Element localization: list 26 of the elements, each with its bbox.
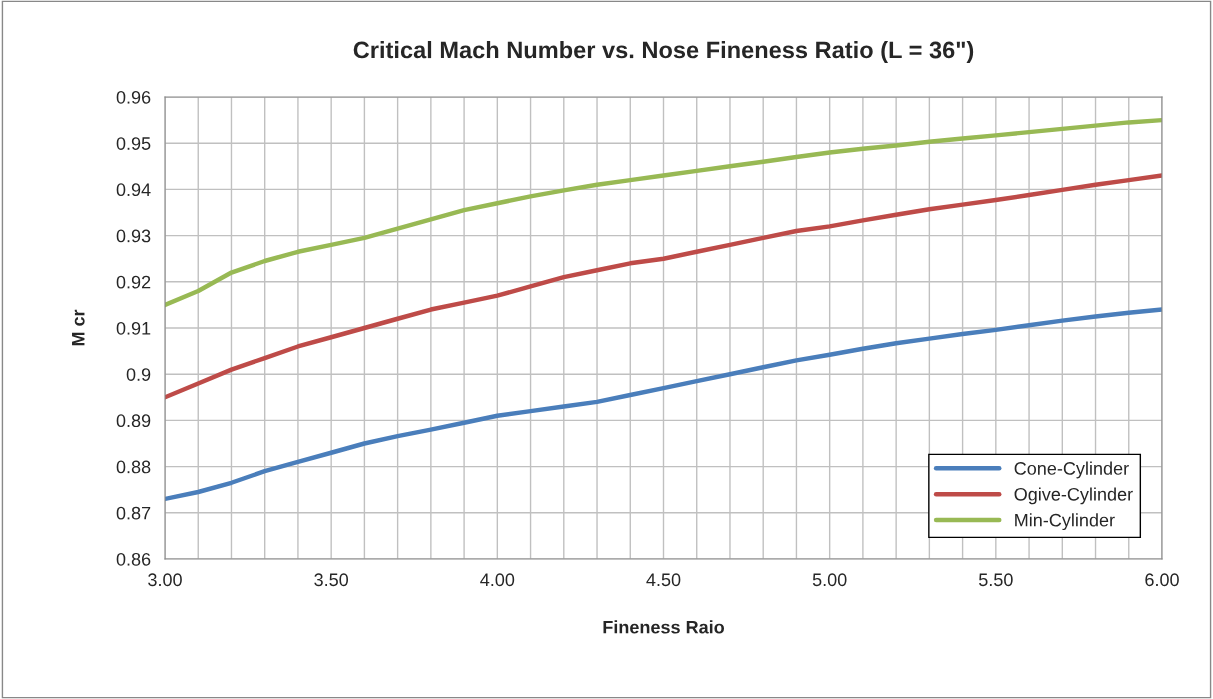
y-tick-label: 0.87 [116, 506, 151, 520]
y-tick-label: 0.96 [116, 90, 151, 104]
x-tick-label: 4.00 [480, 573, 515, 587]
legend-label: Ogive-Cylinder [1014, 487, 1133, 505]
y-tick-label: 0.89 [116, 414, 151, 428]
x-tick-label: 3.00 [148, 573, 182, 587]
y-tick-label: 0.86 [116, 552, 151, 566]
legend-label: Min-Cylinder [1015, 513, 1115, 531]
y-tick-label: 0.92 [116, 275, 151, 289]
chart-title: Critical Mach Number vs. Nose Fineness Ratio (L = 36") [353, 41, 974, 64]
line-series [165, 173, 1162, 400]
x-tick-label: 3.50 [314, 573, 349, 587]
x-tick-label: 5.50 [978, 573, 1013, 587]
legend-label: Cone-Cylinder [1014, 461, 1129, 479]
y-tick-label: 0.91 [116, 321, 151, 335]
x-tick-label: 5.00 [812, 573, 847, 587]
x-tick-label: 6.00 [1145, 573, 1179, 587]
y-tick-label: 0.9 [126, 368, 151, 381]
line-series [165, 117, 1162, 308]
y-tick-label: 0.94 [116, 183, 151, 197]
y-tick-label: 0.88 [116, 460, 151, 474]
x-tick-label: 4.50 [646, 573, 681, 587]
y-tick-label: 0.93 [116, 229, 151, 243]
y-axis-title: M cr [72, 309, 85, 346]
y-tick-label: 0.95 [116, 137, 151, 150]
x-axis-title: Fineness Raio [603, 620, 725, 634]
